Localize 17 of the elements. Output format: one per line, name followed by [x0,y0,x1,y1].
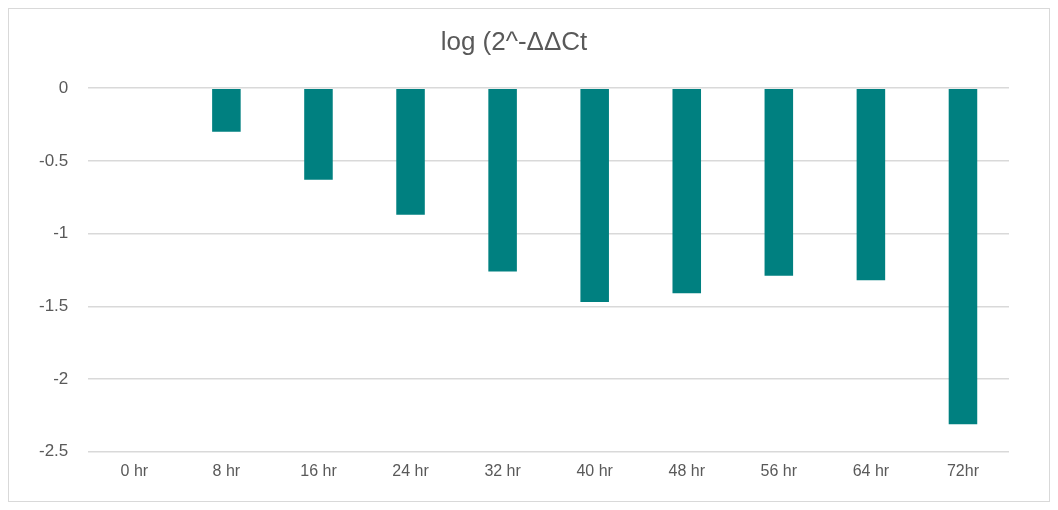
x-tick-label: 32 hr [484,461,522,479]
x-tick-label: 40 hr [576,461,614,479]
y-tick-label: -0.5 [39,150,69,170]
y-tick-label: -1 [53,223,69,243]
chart-title: log (2^-ΔΔCt [440,25,589,56]
y-tick-label: -2.5 [39,441,69,461]
x-tick-label: 24 hr [392,461,430,479]
y-tick-label: -1.5 [39,296,69,316]
x-tick-label: 8 hr [212,461,241,479]
x-tick-label: 16 hr [300,461,338,479]
x-tick-label: 0 hr [120,461,149,479]
y-tick-label: -2 [53,368,69,388]
x-tick-label: 72hr [946,461,980,479]
y-tick-label: 0 [58,77,69,97]
x-tick-label: 64 hr [852,461,890,479]
x-tick-label: 56 hr [760,461,798,479]
x-tick-label: 48 hr [668,461,706,479]
